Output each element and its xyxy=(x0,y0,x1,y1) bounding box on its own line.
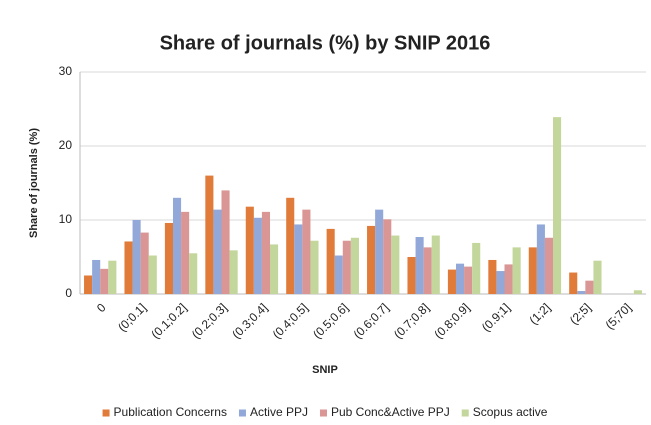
bar xyxy=(375,209,384,294)
bar xyxy=(181,211,190,294)
bar xyxy=(633,290,642,294)
bar xyxy=(472,242,481,294)
bar xyxy=(172,197,182,294)
legend-swatch xyxy=(461,409,469,417)
bar xyxy=(350,237,359,294)
bar xyxy=(189,253,198,294)
x-tick-label: (0.1;0.2] xyxy=(148,300,189,341)
bar xyxy=(367,225,376,294)
x-tick-label: (0.9;1] xyxy=(479,300,513,334)
bar xyxy=(407,257,416,294)
x-tick-label: (0.3;0.4] xyxy=(229,300,270,341)
bar xyxy=(504,264,513,294)
bar xyxy=(132,220,141,294)
bar xyxy=(100,268,109,294)
bar xyxy=(286,197,295,294)
bar xyxy=(84,275,93,294)
bar xyxy=(488,259,497,294)
legend-label: Scopus active xyxy=(473,405,548,419)
legend-swatch xyxy=(319,409,327,417)
bar xyxy=(124,241,133,294)
x-tick-label: (0.8;0.9] xyxy=(431,300,472,341)
bar xyxy=(496,271,505,294)
bar xyxy=(569,272,578,294)
legend-label: Pub Conc&Active PPJ xyxy=(331,405,450,419)
bar xyxy=(415,237,424,294)
legend-label: Active PPJ xyxy=(250,405,308,419)
bar xyxy=(334,255,343,294)
bar xyxy=(261,211,271,294)
bar xyxy=(423,247,432,294)
bar xyxy=(221,190,230,294)
bar xyxy=(108,260,117,294)
y-axis-label: Share of journals (%) xyxy=(28,128,40,238)
bar xyxy=(229,250,238,294)
bar xyxy=(593,260,602,294)
bar xyxy=(447,269,456,294)
bar xyxy=(326,228,335,294)
bar xyxy=(455,263,465,294)
bar xyxy=(205,175,214,294)
bar xyxy=(213,209,222,294)
bar xyxy=(512,247,521,294)
bar xyxy=(383,219,392,294)
bar xyxy=(164,222,173,294)
bar xyxy=(270,244,279,294)
bar xyxy=(431,235,440,294)
bar xyxy=(464,266,473,294)
x-tick-label: (2;5] xyxy=(567,300,594,327)
y-tick-label: 30 xyxy=(59,64,73,78)
bar xyxy=(553,117,562,294)
x-tick-label: (0.7;0.8] xyxy=(391,300,432,341)
bar xyxy=(585,280,594,294)
bar xyxy=(148,255,157,294)
bar xyxy=(253,217,262,294)
x-tick-label: (1;2] xyxy=(526,300,553,327)
x-tick-label: (0.6;0.7] xyxy=(351,300,392,341)
bar xyxy=(342,240,351,294)
bar xyxy=(92,259,101,294)
x-axis-label: SNIP xyxy=(312,364,338,376)
legend-swatch xyxy=(102,409,110,417)
x-tick-label: 0 xyxy=(94,300,109,315)
y-tick-label: 20 xyxy=(59,138,73,152)
chart-title: Share of journals (%) by SNIP 2016 xyxy=(160,32,491,54)
bar xyxy=(294,224,303,294)
x-tick-label: (0;0.1] xyxy=(115,300,149,334)
y-tick-label: 0 xyxy=(65,286,72,300)
x-tick-label: (0.4;0.5] xyxy=(270,300,311,341)
bar xyxy=(140,232,149,294)
bar xyxy=(245,206,254,294)
legend-swatch xyxy=(238,409,246,417)
bar xyxy=(544,237,554,294)
bar xyxy=(577,291,586,294)
y-tick-label: 10 xyxy=(59,212,73,226)
bar xyxy=(302,209,311,294)
bar xyxy=(391,235,400,294)
x-tick-label: (0.2;0.3] xyxy=(189,300,230,341)
bar xyxy=(536,224,545,294)
bar xyxy=(310,240,319,294)
bar xyxy=(528,247,537,294)
legend-label: Publication Concerns xyxy=(114,405,227,419)
x-tick-label: (0.5;0.6] xyxy=(310,300,351,341)
x-tick-label: (5;70] xyxy=(603,300,635,332)
